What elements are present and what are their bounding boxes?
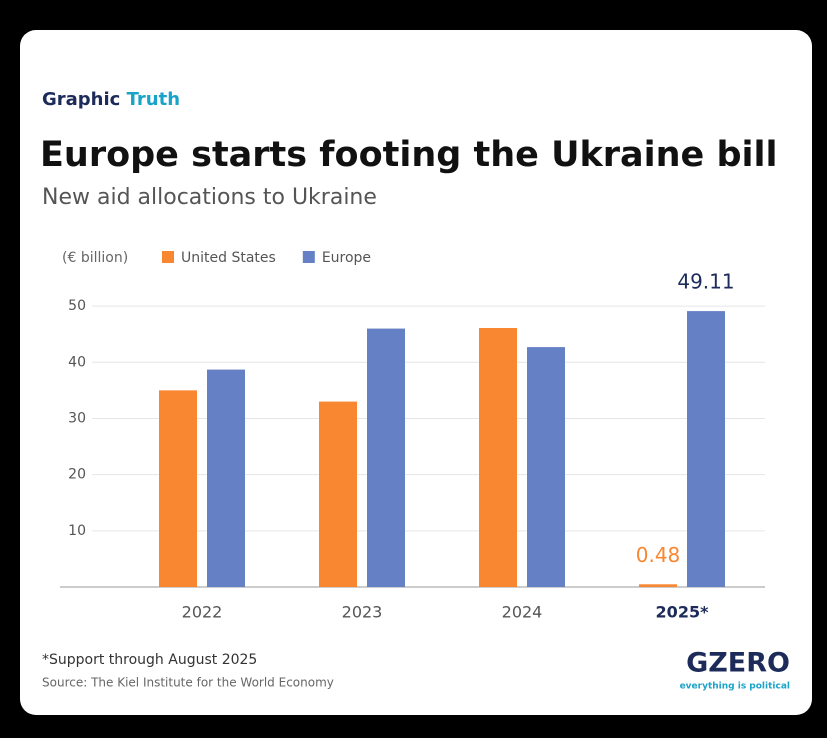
- bar: [639, 584, 677, 587]
- value-label: 0.48: [636, 543, 681, 567]
- chart-subtitle: New aid allocations to Ukraine: [42, 185, 377, 210]
- logo: GZERO: [686, 648, 790, 679]
- y-tick-label: 40: [68, 354, 86, 370]
- kicker-word: Graphic: [42, 89, 120, 110]
- x-tick-label: 2023: [342, 603, 383, 622]
- bar: [367, 328, 405, 587]
- bar: [527, 347, 565, 587]
- legend-swatch: [302, 251, 315, 263]
- y-tick-label: 20: [68, 467, 86, 483]
- legend-label: United States: [181, 250, 276, 266]
- bar: [159, 390, 197, 587]
- x-tick-label: 2022: [182, 603, 223, 622]
- bar: [479, 328, 517, 587]
- value-label: 49.11: [677, 270, 734, 294]
- bar: [687, 311, 725, 587]
- bar: [207, 369, 245, 587]
- legend-swatch: [162, 251, 174, 263]
- y-axis-label: (€ billion): [62, 250, 128, 266]
- chart-title: Europe starts footing the Ukraine bill: [40, 135, 778, 175]
- y-tick-label: 50: [68, 298, 86, 314]
- kicker: Graphic Truth: [42, 89, 180, 110]
- y-tick-label: 10: [68, 523, 86, 539]
- tagline: everything is political: [680, 682, 790, 692]
- x-tick-label: 2024: [502, 603, 543, 622]
- y-tick-label: 30: [68, 410, 86, 426]
- bar: [319, 401, 357, 587]
- x-tick-label: 2025*: [656, 603, 710, 622]
- source: Source: The Kiel Institute for the World…: [42, 676, 334, 690]
- legend-label: Europe: [322, 250, 371, 266]
- footnote: *Support through August 2025: [42, 652, 257, 668]
- kicker-word: Truth: [127, 89, 180, 110]
